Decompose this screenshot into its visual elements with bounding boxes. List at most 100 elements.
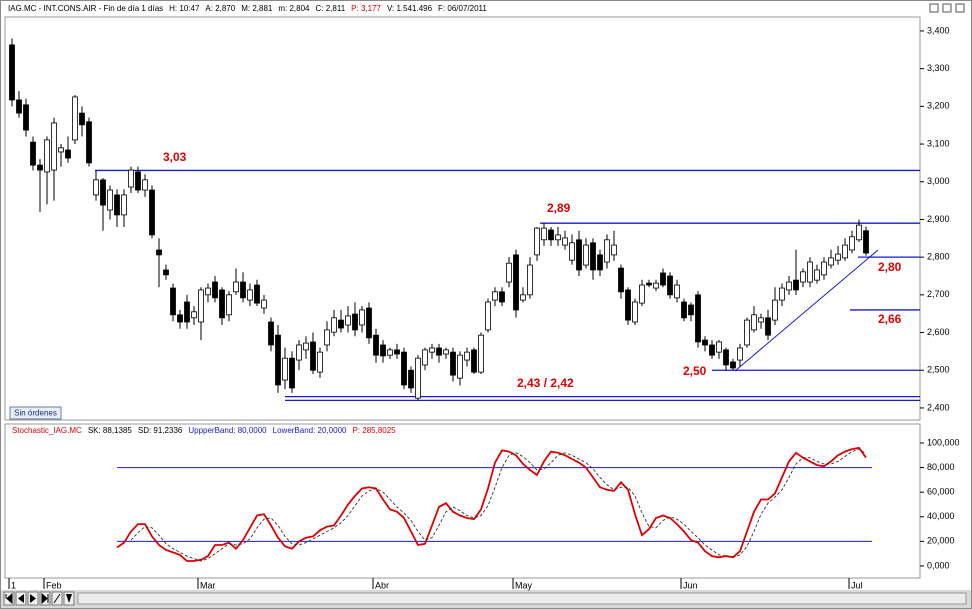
candle-body — [835, 253, 841, 261]
candle-body — [506, 262, 512, 283]
nav-next-icon — [30, 594, 36, 603]
scroll-track[interactable] — [77, 592, 967, 605]
candle-body — [793, 279, 799, 291]
candle-body — [184, 301, 190, 323]
pane-title: Stochastic_IAG.MC SK: 88,1385 SD: 91,2336 U… — [12, 426, 396, 435]
price-pane — [4, 16, 921, 421]
title-part: F: 06/07/2011 — [438, 4, 487, 13]
candle-body — [660, 272, 666, 286]
level-label: 2,66 — [878, 312, 902, 326]
candle-body — [583, 244, 589, 266]
minimize-button[interactable] — [929, 3, 939, 13]
nav-settings-icon — [66, 594, 72, 603]
y-tick-label: 3,000 — [927, 176, 950, 186]
candle-body — [527, 264, 533, 296]
candle-body — [163, 269, 169, 276]
title-part: m: 2,804 — [278, 4, 310, 13]
candle-body — [709, 344, 715, 356]
candle-body — [751, 314, 757, 331]
candle-body — [667, 275, 673, 296]
orders-button-label: Sin órdenes — [14, 409, 57, 418]
title-part: LowerBand: 20,0000 — [273, 426, 347, 435]
candle-body — [359, 309, 365, 326]
candle-body — [450, 351, 456, 376]
candle-body — [345, 315, 351, 326]
candle-body — [730, 361, 736, 369]
candle-body — [548, 229, 554, 241]
candle-body — [135, 171, 141, 191]
candle-body — [821, 261, 827, 276]
candle-body — [408, 369, 414, 389]
candle-body — [177, 314, 183, 323]
candle-body — [849, 236, 855, 251]
level-label: 3,03 — [163, 150, 187, 164]
candle-body — [415, 357, 421, 399]
title-bar — [1, 1, 971, 17]
navigation-buttons — [3, 591, 967, 606]
candle-body — [219, 289, 225, 319]
y-tick-label: 2,900 — [927, 214, 950, 224]
candle-body — [499, 291, 505, 303]
candle-body — [310, 341, 316, 371]
candle-body — [457, 354, 463, 379]
candle-body — [485, 301, 491, 331]
title-part: C: 2,811 — [316, 4, 346, 13]
candle-body — [555, 234, 561, 241]
candle-body — [380, 344, 386, 357]
title-part: IAG.MC - INT.CONS.AIR - Fin de día 1 día… — [8, 4, 163, 13]
candle-body — [296, 344, 302, 361]
candle-body — [520, 294, 526, 301]
candle-body — [142, 179, 148, 191]
candle-body — [100, 179, 106, 206]
candle-body — [23, 104, 29, 131]
y-tick-label: 2,700 — [927, 289, 950, 299]
candle-body — [317, 351, 323, 373]
candle-body — [58, 147, 64, 153]
candle-body — [695, 294, 701, 343]
title-part: UppperBand: 80,0000 — [188, 426, 267, 435]
level-label: 2,50 — [683, 364, 707, 378]
candle-body — [282, 357, 288, 381]
y-tick-label: 3,400 — [927, 25, 950, 35]
candle-body — [674, 284, 680, 299]
maximize-button[interactable] — [942, 3, 952, 13]
candle-body — [702, 339, 708, 346]
trend-line — [734, 249, 879, 372]
y-tick-label: 2,800 — [927, 252, 950, 262]
y-tick-label: 40,000 — [927, 511, 955, 521]
x-tick-label: Feb — [46, 580, 62, 590]
candle-body — [618, 267, 624, 293]
candle-body — [373, 334, 379, 356]
candle-body — [737, 347, 743, 361]
title-part: P: 285,8025 — [352, 426, 396, 435]
x-tick-label: Jun — [683, 580, 698, 590]
candle-body — [772, 299, 778, 321]
candle-body — [569, 242, 575, 261]
level-label: 2,89 — [547, 201, 571, 215]
candle-body — [156, 249, 162, 256]
y-tick-label: 0,000 — [927, 560, 950, 570]
candle-body — [779, 287, 785, 301]
nav-prev-icon — [18, 594, 24, 603]
candle-body — [828, 257, 834, 266]
candle-body — [121, 194, 127, 216]
candle-body — [534, 227, 540, 256]
candle-body — [688, 304, 694, 316]
y-tick-label: 2,600 — [927, 327, 950, 337]
window-controls — [929, 3, 965, 13]
candle-body — [352, 313, 358, 331]
candle-body — [814, 269, 820, 281]
orders-button[interactable] — [9, 406, 62, 420]
candle-body — [324, 329, 330, 346]
y-tick-label: 80,000 — [927, 462, 955, 472]
candle-body — [765, 317, 771, 336]
candle-body — [226, 294, 232, 316]
candle-body — [254, 284, 260, 304]
candle-body — [639, 284, 645, 304]
candle-body — [597, 254, 603, 271]
title-part: M: 2,881 — [241, 4, 273, 13]
candle-body — [387, 349, 393, 356]
y-tick-label: 2,400 — [927, 402, 950, 412]
close-button[interactable] — [955, 3, 965, 13]
